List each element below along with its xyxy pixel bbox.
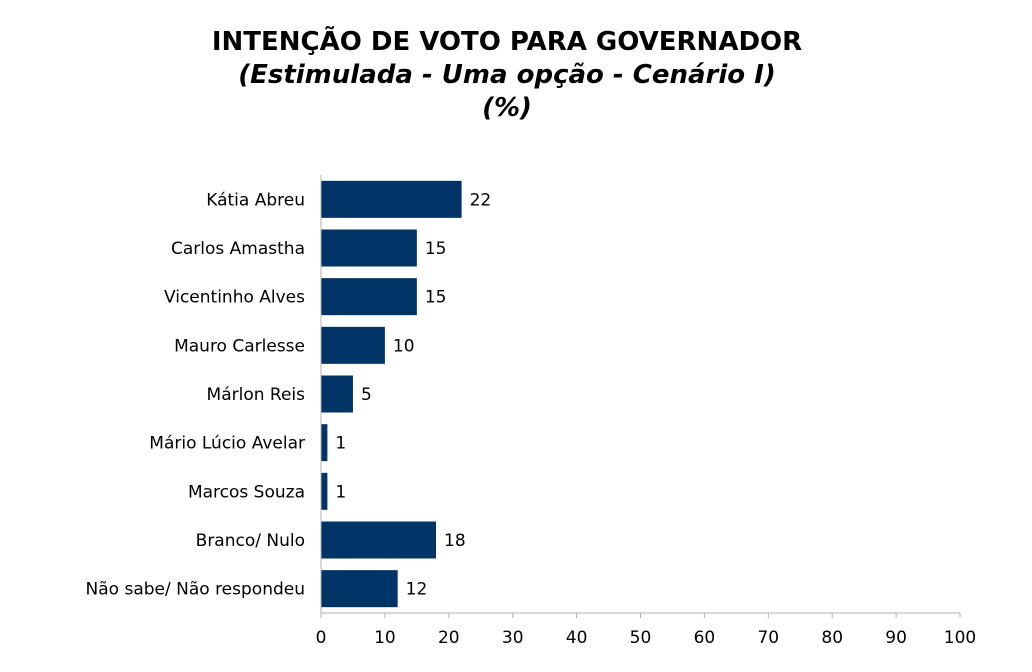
data-label: 1: [335, 434, 346, 454]
data-label: 1: [335, 482, 346, 502]
x-tick-label: 90: [885, 628, 907, 648]
x-tick-label: 30: [502, 628, 524, 648]
data-label: 22: [470, 190, 492, 210]
data-label: 10: [393, 336, 415, 356]
category-label: Márlon Reis: [207, 385, 306, 405]
bar: [321, 472, 328, 510]
chart-unit-label: (%): [482, 93, 532, 123]
bar: [321, 375, 353, 413]
x-tick-label: 10: [374, 628, 396, 648]
category-label: Vicentinho Alves: [164, 288, 305, 308]
bar: [321, 229, 417, 267]
x-tick-label: 40: [566, 628, 588, 648]
bar: [321, 570, 398, 608]
category-label: Não sabe/ Não respondeu: [86, 580, 305, 600]
axis-layer: 0 10 20 30 40 50 60 70 80 90 100: [316, 175, 976, 648]
category-label: Branco/ Nulo: [196, 531, 305, 551]
x-tick-label: 80: [821, 628, 843, 648]
category-label: Marcos Souza: [188, 482, 305, 502]
x-tick-label: 50: [630, 628, 652, 648]
category-label: Mauro Carlesse: [174, 336, 305, 356]
x-tick-label: 0: [316, 628, 327, 648]
data-label: 15: [425, 288, 447, 308]
bar: [321, 180, 462, 218]
x-tick-label: 60: [694, 628, 716, 648]
bar: [321, 424, 328, 462]
category-label: Kátia Abreu: [206, 190, 305, 210]
chart-subtitle: (Estimulada - Uma opção - Cenário I): [238, 60, 776, 90]
category-label: Carlos Amastha: [171, 239, 305, 259]
bar: [321, 521, 437, 559]
x-tick-label: 20: [438, 628, 460, 648]
x-tick-label: 100: [944, 628, 976, 648]
data-label: 18: [444, 531, 466, 551]
category-label: Mário Lúcio Avelar: [149, 434, 305, 454]
data-label: 15: [425, 239, 447, 259]
bar: [321, 278, 417, 316]
data-label: 5: [361, 385, 372, 405]
x-tick-label: 70: [757, 628, 779, 648]
chart-title: INTENÇÃO DE VOTO PARA GOVERNADOR: [211, 27, 803, 57]
data-label: 12: [406, 580, 428, 600]
chart-title-block: INTENÇÃO DE VOTO PARA GOVERNADOR (Estimu…: [0, 26, 1014, 125]
bar: [321, 326, 385, 364]
